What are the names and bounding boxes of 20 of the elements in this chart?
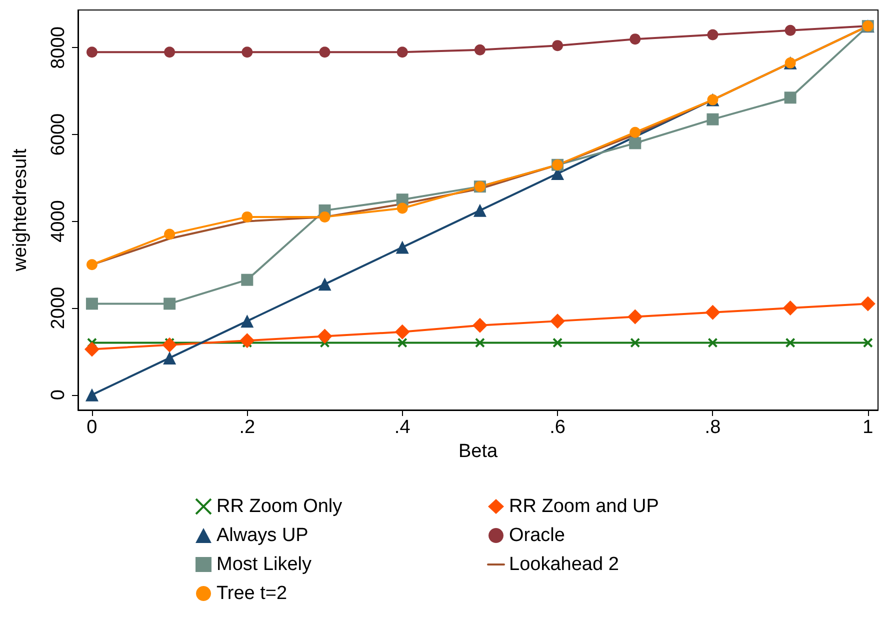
- x-tick-label: .4: [394, 417, 411, 438]
- y-tick-label: 8000: [48, 26, 69, 69]
- x-tick-label: 0: [86, 417, 98, 438]
- x-tick-label: .8: [704, 417, 721, 438]
- x-tick-label: .6: [550, 417, 566, 438]
- x-tick-label: 1: [862, 417, 874, 438]
- legend-label: Lookahead 2: [509, 554, 619, 575]
- y-tick-label: 0: [48, 390, 69, 400]
- legend-label: Always UP: [216, 525, 308, 546]
- x-tick-label: .2: [239, 417, 256, 438]
- x-axis-title: Beta: [458, 440, 498, 462]
- y-tick-label: 4000: [48, 200, 69, 242]
- y-tick-label: 2000: [48, 286, 69, 330]
- legend-label: Tree t=2: [216, 583, 288, 604]
- legend-label: Oracle: [509, 525, 565, 546]
- legend-label: Most Likely: [216, 554, 312, 575]
- y-tick-label: 6000: [48, 113, 69, 156]
- y-axis-title: weightedresult: [10, 148, 31, 272]
- legend-label: RR Zoom and UP: [509, 496, 659, 517]
- legend-label: RR Zoom Only: [216, 496, 343, 517]
